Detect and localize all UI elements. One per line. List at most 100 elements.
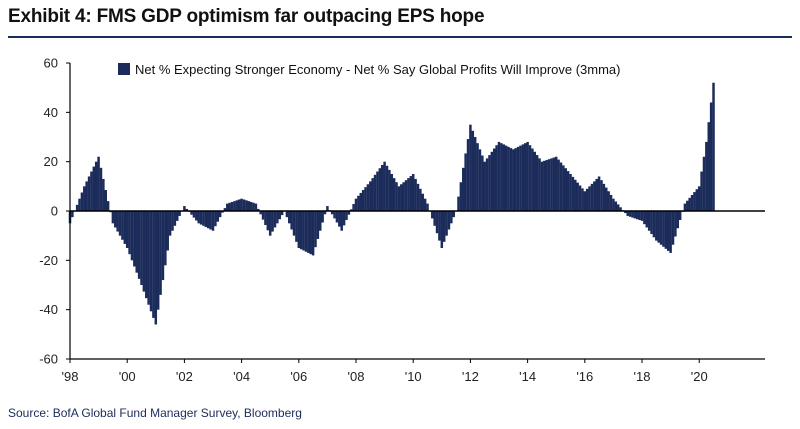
- bar: [712, 82, 715, 211]
- bar: [373, 174, 377, 211]
- bar: [566, 171, 570, 211]
- bar: [638, 211, 641, 221]
- bar: [447, 211, 451, 230]
- bar: [104, 190, 107, 211]
- x-tick-label: '20: [691, 369, 708, 384]
- bar: [228, 202, 231, 211]
- bar: [83, 186, 86, 211]
- bar: [235, 200, 239, 211]
- bar: [636, 211, 639, 220]
- bar: [469, 124, 472, 211]
- bar: [137, 211, 141, 279]
- bar: [433, 211, 436, 226]
- bar: [352, 204, 355, 211]
- bar: [264, 211, 267, 225]
- x-tick-label: '08: [348, 369, 365, 384]
- bar: [268, 211, 272, 236]
- bar: [202, 211, 205, 226]
- bar: [476, 143, 479, 211]
- bar: [700, 171, 703, 211]
- bar: [602, 183, 606, 211]
- bar: [552, 157, 556, 211]
- bar: [645, 211, 649, 228]
- bar: [166, 211, 169, 251]
- bar: [354, 198, 358, 211]
- bar: [452, 211, 455, 218]
- bar: [395, 182, 398, 211]
- bar: [557, 159, 560, 211]
- bar: [290, 211, 293, 230]
- bar: [142, 211, 146, 292]
- bar: [385, 165, 389, 211]
- bar: [218, 211, 222, 218]
- bar: [633, 211, 637, 219]
- bar: [280, 211, 284, 216]
- bar: [133, 211, 136, 267]
- bar: [99, 167, 103, 211]
- bar: [295, 211, 298, 242]
- bar: [614, 201, 618, 211]
- bar: [523, 143, 527, 211]
- y-tick-label: 40: [44, 105, 58, 120]
- bar: [297, 211, 301, 248]
- bar: [278, 211, 281, 220]
- bar: [481, 155, 484, 211]
- bar: [450, 211, 453, 224]
- bar: [357, 195, 360, 211]
- bar: [593, 181, 596, 211]
- bar: [545, 160, 548, 211]
- bar: [600, 180, 603, 211]
- bar: [75, 204, 79, 211]
- bar: [535, 155, 539, 211]
- bar: [581, 188, 584, 211]
- bar: [323, 211, 327, 215]
- bar: [693, 192, 696, 211]
- bar: [221, 211, 224, 213]
- bar: [404, 180, 408, 211]
- bar: [118, 211, 122, 236]
- bar: [211, 211, 215, 231]
- bar: [240, 198, 243, 211]
- bar: [624, 211, 627, 214]
- bar: [185, 208, 189, 211]
- bar: [507, 146, 510, 211]
- bar: [371, 178, 374, 211]
- bar: [583, 191, 587, 211]
- y-tick-label: 60: [44, 56, 58, 71]
- bar: [214, 211, 217, 227]
- bar: [273, 211, 277, 228]
- x-tick-label: '10: [405, 369, 422, 384]
- bar: [94, 161, 98, 211]
- bar: [237, 199, 241, 211]
- bar: [414, 178, 417, 211]
- axes: 60 40 20 0 -20 -40 -60 '98 '00 '02 '04 '06 '08 '10 '12…: [39, 56, 765, 384]
- x-tick-label: '98: [62, 369, 79, 384]
- bar: [233, 201, 236, 211]
- bar: [314, 211, 317, 248]
- bar: [423, 198, 427, 211]
- bar: [421, 193, 424, 211]
- bar: [526, 141, 529, 211]
- bar: [462, 167, 465, 211]
- bar: [249, 201, 253, 211]
- bar: [349, 209, 353, 211]
- x-tick-label: '00: [119, 369, 136, 384]
- bar: [488, 155, 491, 211]
- bar: [483, 161, 486, 211]
- bar: [409, 176, 413, 211]
- bar: [445, 211, 448, 236]
- bar: [123, 211, 127, 244]
- bar: [276, 211, 279, 224]
- bar: [607, 191, 610, 211]
- bar: [380, 164, 384, 211]
- bar: [652, 211, 656, 238]
- bar: [164, 211, 167, 266]
- bar: [590, 183, 594, 211]
- x-tick-label: '14: [519, 369, 536, 384]
- bar: [78, 198, 81, 211]
- bar: [554, 156, 558, 211]
- bar: [533, 151, 537, 211]
- bar: [516, 146, 520, 211]
- bar: [559, 162, 563, 211]
- bar: [485, 158, 489, 211]
